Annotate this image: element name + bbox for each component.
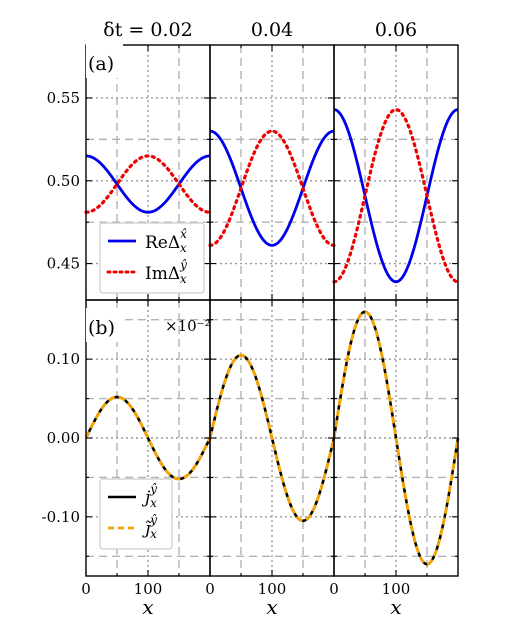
y-tick-label: 0.00 xyxy=(47,429,80,447)
x-tick-label: 100 xyxy=(134,580,163,598)
scale-note: ×10⁻² xyxy=(165,317,211,335)
x-tick-label: 100 xyxy=(258,580,287,598)
panel-b-label-box xyxy=(86,308,123,342)
panel-a-label-box xyxy=(86,44,123,78)
legend-a: ReΔx̂ x ImΔŷ x xyxy=(99,222,205,294)
panel-b-label: (b) xyxy=(88,317,115,339)
legend-a-im-label: ImΔŷ x xyxy=(145,258,187,286)
series-line-a-col3 xyxy=(333,108,459,284)
series-line-a-col1 xyxy=(85,154,211,214)
series-line-b-col1 xyxy=(84,395,212,481)
legend-b: jŷ x j̃ŷ x xyxy=(99,478,173,550)
column-title: 0.06 xyxy=(375,19,417,41)
series-line-b-col3 xyxy=(332,310,460,566)
y-tick-label: 0.45 xyxy=(47,255,80,273)
y-tick-label: 0.50 xyxy=(47,172,80,190)
column-title: 0.04 xyxy=(251,19,293,41)
panel-a-label: (a) xyxy=(88,53,114,75)
x-axis-label: x xyxy=(390,595,401,619)
y-tick-label: -0.10 xyxy=(42,508,80,526)
series-line-b-col1 xyxy=(84,154,212,214)
series-line-b-col3 xyxy=(332,107,460,284)
legend-a-re-label: ReΔx̂ x xyxy=(145,227,187,255)
column-title: δt = 0.02 xyxy=(103,19,192,41)
column-titles: δt = 0.02 0.04 0.06 xyxy=(103,19,417,41)
axes-frame xyxy=(333,299,459,577)
y-tick-label: 0.55 xyxy=(47,89,80,107)
series-line-b-col2 xyxy=(208,353,336,523)
legend-b-frame xyxy=(99,478,173,550)
series-line-b-col2 xyxy=(208,129,336,247)
series-line-a-col2 xyxy=(209,129,335,247)
legend-b-j-label: jŷ x xyxy=(141,482,157,510)
x-axis-label: x xyxy=(142,595,153,619)
x-tick-label: 0 xyxy=(81,580,91,598)
annotations: (a) (b) ×10⁻² ReΔx̂ x ImΔŷ x jŷ x j̃ŷ x xyxy=(86,44,211,550)
x-tick-label: 100 xyxy=(382,580,411,598)
x-tick-label: 0 xyxy=(205,580,215,598)
y-tick-label: 0.10 xyxy=(47,350,80,368)
x-tick-label: 0 xyxy=(329,580,339,598)
x-axis-label: x xyxy=(266,595,277,619)
legend-b-jt-label: j̃ŷ x xyxy=(142,513,157,541)
